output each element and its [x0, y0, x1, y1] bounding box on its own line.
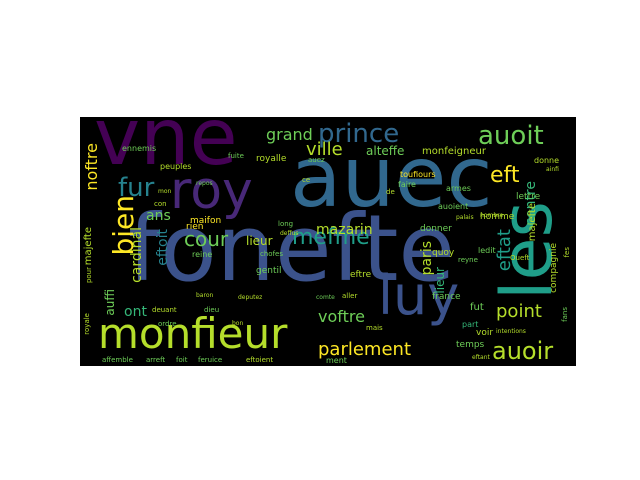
- word-cour: cour: [184, 227, 229, 251]
- word-monsieur: monfieur: [98, 309, 288, 358]
- word-auez: auez: [308, 156, 325, 164]
- word-fur: fur: [118, 173, 155, 203]
- word-mesme: mefme: [292, 225, 370, 250]
- word-auoit: auoit: [478, 121, 544, 151]
- word-peuples: peuples: [160, 162, 192, 171]
- word-ment: ment: [326, 356, 347, 365]
- word-mais: mais: [366, 324, 383, 332]
- word-majeste-l: majefte: [83, 227, 94, 266]
- word-de: de: [386, 188, 395, 196]
- word-mazarin: mazarin: [316, 222, 373, 238]
- word-royale: royale: [83, 313, 91, 335]
- word-palais: palais: [456, 214, 474, 221]
- word-bon: bon: [232, 320, 244, 327]
- word-temps: temps: [456, 340, 485, 350]
- word-cloud: vne auec roy fonefte monfieur luy les pr…: [80, 117, 576, 366]
- word-reyne: reyne: [458, 256, 478, 264]
- word-reine: reine: [192, 250, 213, 259]
- word-service: feruice: [198, 356, 223, 364]
- word-lieur: lieur: [246, 234, 273, 248]
- word-rien: rien: [186, 222, 204, 232]
- word-faire: faire: [398, 180, 416, 189]
- word-long: long: [278, 220, 294, 228]
- word-estant: eftant: [472, 354, 490, 361]
- word-ouest: Oueft: [510, 254, 530, 262]
- word-ans: ans: [146, 208, 171, 224]
- word-monseigneur: monfeigneur: [422, 146, 486, 157]
- word-duc: lieur: [433, 267, 447, 294]
- word-dieu: dieu: [204, 306, 220, 314]
- word-part: part: [462, 320, 479, 329]
- word-ses: fes: [563, 247, 571, 258]
- word-aller: aller: [342, 292, 358, 300]
- word-ont: ont: [124, 304, 147, 320]
- word-pour: pour: [85, 267, 93, 284]
- word-grand: grand: [266, 125, 313, 144]
- word-ennemis: ennemis: [122, 144, 157, 153]
- word-france: france: [432, 292, 461, 302]
- word-baron: baron: [196, 292, 214, 299]
- word-est: eft: [490, 163, 520, 188]
- word-prince: prince: [318, 119, 400, 149]
- word-fut: fut: [470, 302, 484, 313]
- word-alteffe: alteffe: [366, 144, 405, 158]
- word-aussi: auffi: [103, 289, 117, 316]
- word-cardinal: cardinal: [129, 227, 145, 283]
- word-auoient: auoient: [438, 202, 469, 211]
- word-gentil: gentil: [256, 266, 282, 276]
- word-luy: luy: [378, 264, 460, 327]
- word-point: point: [496, 301, 542, 322]
- word-deffus: deffus: [280, 230, 299, 237]
- word-deputez: deputez: [238, 294, 263, 301]
- word-repos: repos: [196, 180, 213, 187]
- word-ainsi: ainfi: [546, 166, 559, 173]
- word-estat: eftat: [494, 229, 515, 272]
- word-compagnie: compagnie: [549, 243, 559, 293]
- word-royalle: royalle: [256, 154, 287, 164]
- word-nostre: noftre: [82, 143, 101, 191]
- word-maison: maifon: [190, 216, 222, 226]
- word-soit: foit: [176, 356, 188, 364]
- word-comte: comte: [316, 294, 335, 301]
- word-estre: eftre: [350, 270, 372, 280]
- word-ledit: ledit: [478, 246, 496, 255]
- word-nombre: nombre: [480, 212, 504, 219]
- word-auec: auec: [290, 128, 493, 226]
- word-fonest: fonefte: [128, 195, 456, 302]
- word-assemble: affemble: [102, 356, 133, 364]
- word-paris: paris: [419, 241, 435, 276]
- word-toujours: toufiours: [400, 170, 436, 179]
- word-ville: ville: [306, 139, 343, 160]
- word-armes: armes: [446, 184, 471, 193]
- word-intentions: intentions: [496, 328, 526, 335]
- word-estoient: eftoient: [246, 356, 274, 364]
- word-voir: voir: [476, 328, 494, 338]
- word-auoir: auoir: [492, 337, 554, 365]
- word-lettre: lettre: [516, 192, 541, 202]
- word-donner: donner: [420, 224, 452, 234]
- word-parlement: parlement: [318, 339, 412, 360]
- word-estoit: eftoit: [155, 229, 171, 266]
- word-donne: donne: [534, 156, 560, 165]
- word-mon: mon: [158, 188, 172, 195]
- word-devant: deuant: [152, 306, 177, 314]
- word-ce: ce: [302, 176, 311, 184]
- word-sans: fans: [561, 307, 569, 322]
- word-choses: chofes: [260, 250, 283, 258]
- word-fuite: fuite: [228, 152, 244, 160]
- word-majeste-r: majefte: [527, 203, 538, 242]
- word-voftre: voftre: [318, 307, 365, 326]
- word-homme: homme: [480, 212, 515, 222]
- word-quoy: quoy: [432, 248, 455, 258]
- word-royal: roy: [170, 161, 253, 221]
- word-arrest: arreft: [146, 356, 166, 364]
- word-con: con: [154, 200, 167, 208]
- word-vne: vne: [94, 117, 238, 183]
- word-ordre: ordre: [158, 320, 177, 328]
